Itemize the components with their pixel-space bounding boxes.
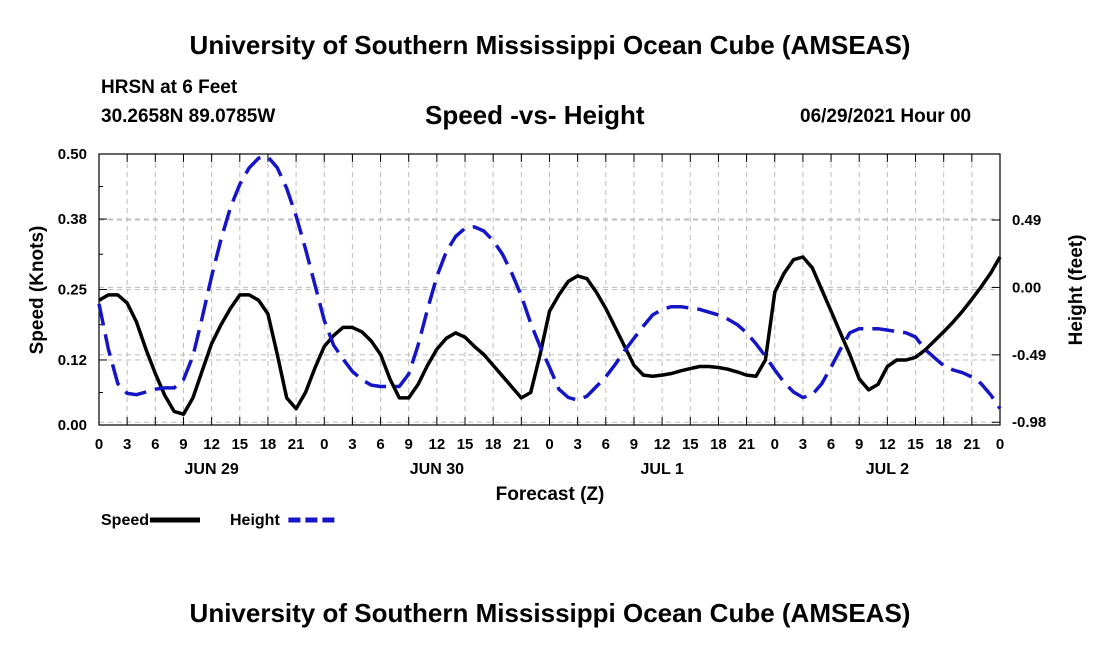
- x-tick-label: 15: [682, 436, 699, 453]
- legend-label-height: Height: [230, 512, 280, 529]
- x-tick-label: 21: [288, 436, 305, 453]
- x-tick-label: 15: [907, 436, 924, 453]
- x-tick-label: 3: [123, 436, 131, 453]
- y-left-tick-label: 0.50: [58, 146, 87, 163]
- x-tick-label: 0: [771, 436, 779, 453]
- footer-title: University of Southern Mississippi Ocean…: [189, 598, 911, 628]
- y-left-tick-label: 0.12: [58, 352, 87, 369]
- x-tick-label: 0: [320, 436, 328, 453]
- x-tick-label: 15: [457, 436, 474, 453]
- x-tick-label: 21: [964, 436, 981, 453]
- x-tick-label: 21: [513, 436, 530, 453]
- x-tick-label: 3: [799, 436, 807, 453]
- x-tick-label: 9: [855, 436, 863, 453]
- y-right-tick-label: -0.98: [1012, 414, 1046, 431]
- x-tick-label: 0: [545, 436, 553, 453]
- y-left-tick-label: 0.25: [58, 282, 87, 299]
- y-axis-label-left: Speed (Knots): [27, 226, 48, 355]
- y-left-tick-label: 0.00: [58, 417, 87, 434]
- y-right-tick-label: -0.49: [1012, 347, 1046, 364]
- x-axis-label: Forecast (Z): [496, 484, 605, 505]
- x-tick-label: 18: [260, 436, 277, 453]
- x-tick-label: 0: [996, 436, 1004, 453]
- station-coordinates: 30.2658N 89.0785W: [101, 106, 276, 127]
- x-date-label: JUN 29: [185, 461, 239, 478]
- x-tick-label: 3: [348, 436, 356, 453]
- x-tick-label: 21: [738, 436, 755, 453]
- x-tick-label: 3: [573, 436, 581, 453]
- x-tick-label: 12: [203, 436, 220, 453]
- y-left-tick-label: 0.38: [58, 211, 87, 228]
- x-date-label: JUL 2: [866, 461, 909, 478]
- x-tick-label: 6: [151, 436, 159, 453]
- x-tick-label: 9: [630, 436, 638, 453]
- legend: Speed Height: [101, 512, 339, 529]
- x-tick-label: 15: [231, 436, 248, 453]
- x-tick-label: 18: [485, 436, 502, 453]
- x-tick-label: 9: [405, 436, 413, 453]
- x-date-label: JUN 30: [410, 461, 464, 478]
- chart-title: Speed -vs- Height: [425, 100, 645, 130]
- x-tick-label: 9: [179, 436, 187, 453]
- y-right-tick-label: 0.00: [1012, 279, 1041, 296]
- series: [97, 155, 1002, 416]
- grid: [99, 154, 1000, 425]
- series-line-height: [97, 155, 1002, 410]
- legend-label-speed: Speed: [101, 512, 149, 529]
- x-tick-label: 6: [376, 436, 384, 453]
- page-title: University of Southern Mississippi Ocean…: [189, 30, 911, 60]
- x-tick-label: 18: [710, 436, 727, 453]
- x-tick-label: 6: [827, 436, 835, 453]
- x-tick-label: 18: [935, 436, 952, 453]
- x-tick-label: 12: [654, 436, 671, 453]
- y-right-tick-label: 0.49: [1012, 212, 1041, 229]
- x-tick-label: 6: [602, 436, 610, 453]
- x-tick-label: 12: [429, 436, 446, 453]
- x-tick-label: 12: [879, 436, 896, 453]
- series-line-speed: [98, 255, 1002, 416]
- x-date-label: JUL 1: [640, 461, 683, 478]
- station-label: HRSN at 6 Feet: [101, 77, 238, 98]
- forecast-datetime: 06/29/2021 Hour 00: [800, 106, 972, 127]
- axes: 0 3 6 9 12 15 18 21 0 3 6 9 12 15 18 21 0 3 6 9 12 15 18 21 0 3 6 9…: [58, 146, 1046, 478]
- y-axis-label-right: Height (feet): [1066, 235, 1087, 346]
- x-tick-label: 0: [95, 436, 103, 453]
